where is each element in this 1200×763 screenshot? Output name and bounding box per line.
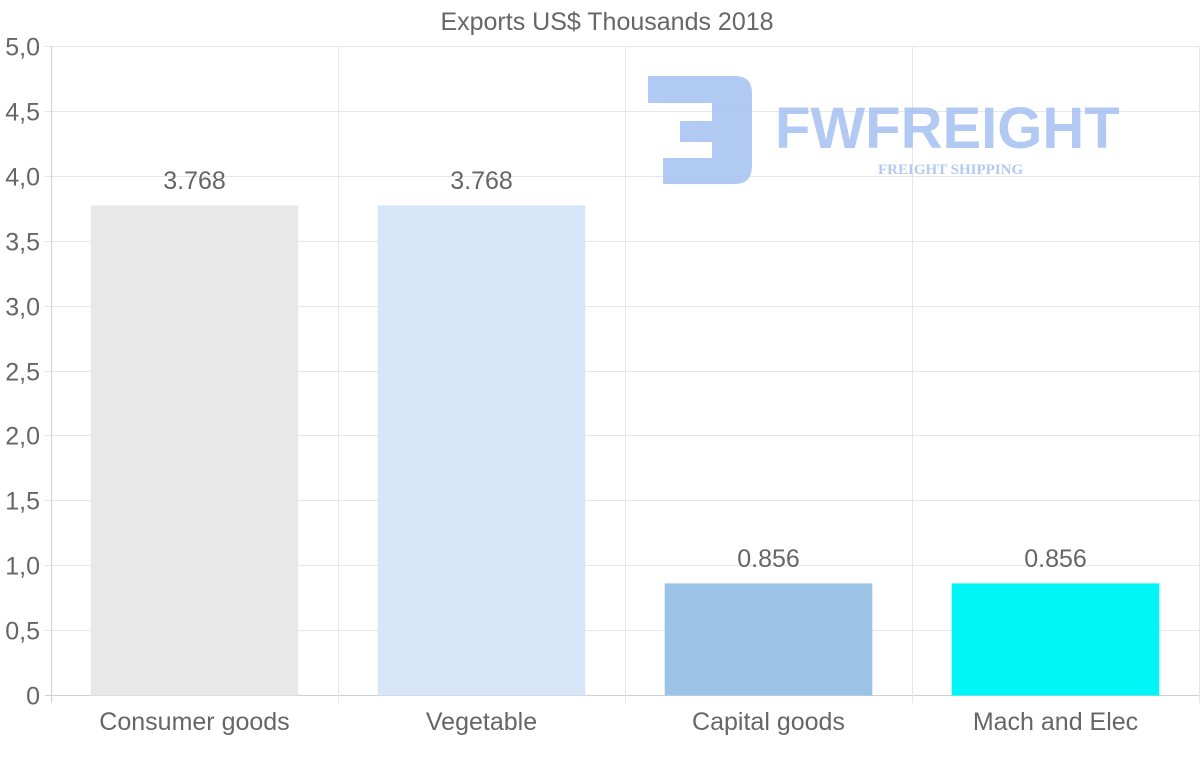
data-label: 3.768 bbox=[450, 167, 513, 195]
x-axis-ticks: Consumer goods Vegetable Capital goods Mach… bbox=[99, 708, 1138, 736]
y-tick-label: 4,5 bbox=[5, 99, 40, 127]
chart-title: Exports US$ Thousands 2018 bbox=[440, 8, 773, 36]
x-tick-label: Capital goods bbox=[692, 708, 845, 736]
x-tick-label: Mach and Elec bbox=[973, 708, 1138, 736]
bar-capital-goods[interactable] bbox=[664, 583, 873, 696]
watermark-tagline: FREIGHT SHIPPING bbox=[878, 162, 1023, 178]
y-tick-label: 3,5 bbox=[5, 229, 40, 257]
bar-consumer-goods[interactable] bbox=[90, 205, 299, 696]
bar-vegetable[interactable] bbox=[377, 205, 586, 696]
y-tick-label: 2,5 bbox=[5, 359, 40, 387]
x-tick-label: Vegetable bbox=[426, 708, 537, 736]
bar-mach-and-elec[interactable] bbox=[951, 583, 1160, 696]
watermark-logo: FWFREIGHT FREIGHT SHIPPING bbox=[648, 76, 1120, 184]
y-tick-label: 5,0 bbox=[5, 34, 40, 62]
data-label: 3.768 bbox=[163, 167, 226, 195]
y-tick-label: 2,0 bbox=[5, 423, 40, 451]
data-label: 0.856 bbox=[737, 545, 800, 573]
fwfreight-logo-icon bbox=[648, 76, 752, 184]
y-tick-label: 4,0 bbox=[5, 164, 40, 192]
watermark-brand: FWFREIGHT bbox=[775, 96, 1120, 161]
data-label: 0.856 bbox=[1024, 545, 1087, 573]
y-axis-ticks: 0 0,5 1,0 1,5 2,0 2,5 3,0 3,5 4,0 4,5 5,0 bbox=[5, 34, 40, 711]
y-tick-label: 0,5 bbox=[5, 618, 40, 646]
y-tick-label: 1,0 bbox=[5, 553, 40, 581]
y-tick-label: 3,0 bbox=[5, 294, 40, 322]
x-tick-label: Consumer goods bbox=[99, 708, 289, 736]
y-tick-label: 1,5 bbox=[5, 488, 40, 516]
value-labels: 3.768 3.768 0.856 0.856 bbox=[163, 167, 1087, 573]
y-tick-label: 0 bbox=[26, 683, 40, 711]
bars bbox=[90, 205, 1160, 696]
